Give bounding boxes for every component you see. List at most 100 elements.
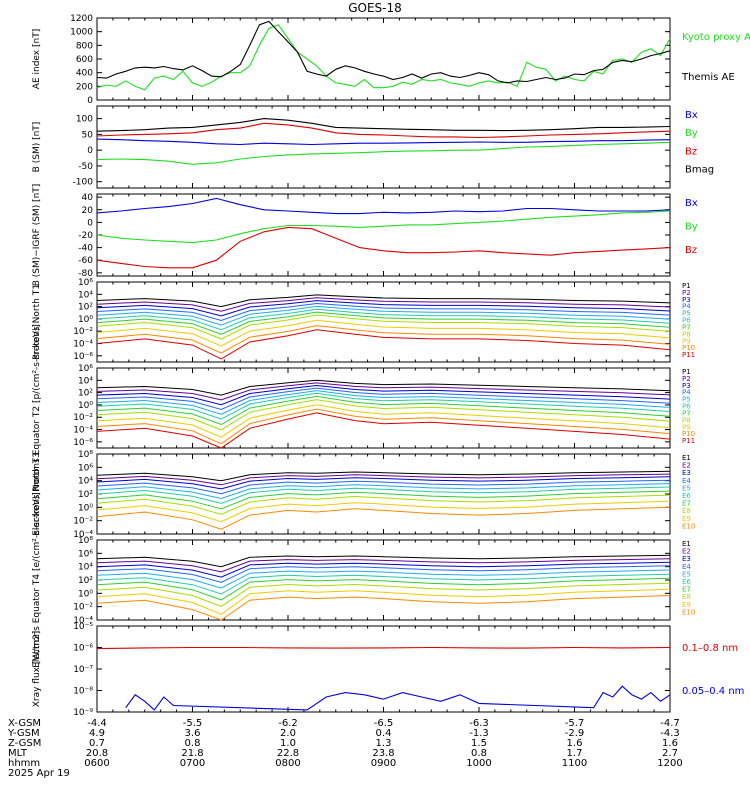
bsm-y-tick-label: -50 bbox=[78, 162, 93, 172]
electrons_t3-channel-line-7 bbox=[96, 494, 671, 515]
bsm-frame bbox=[96, 105, 671, 189]
protons_t2-channel-line-0 bbox=[96, 379, 671, 396]
electrons_t4-legend-item: E4 bbox=[682, 563, 691, 571]
ephemeris-value: -1.3 bbox=[469, 728, 489, 739]
electrons_t3-y-axis-label: Electrons North T3 bbox=[32, 452, 42, 536]
protons_t2-y-tick-label: 10⁶ bbox=[78, 364, 93, 374]
protons_t1-channel-line-7 bbox=[96, 314, 671, 340]
bsm-legend-item: By bbox=[685, 128, 698, 139]
protons_t1-channel-line-5 bbox=[96, 308, 671, 331]
ae-legend-kyoto: Kyoto proxy AE bbox=[682, 32, 750, 43]
protons_t2-channel-line-4 bbox=[96, 390, 671, 415]
electrons_t3-legend-item: E4 bbox=[682, 477, 691, 485]
electrons_t3-channel-line-5 bbox=[96, 486, 671, 504]
bigrf-y-tick-label: -20 bbox=[78, 231, 93, 241]
ae-y-tick-label: 1200 bbox=[70, 14, 93, 24]
electrons_t3-channel-line-9 bbox=[96, 506, 671, 530]
bigrf-y-tick-label: -60 bbox=[78, 256, 93, 266]
bigrf-y-axis-label: B (SM)−IGRF (SM) [nT] bbox=[32, 184, 42, 287]
electrons_t3-legend-item: E10 bbox=[682, 522, 695, 530]
protons_t1-channel-line-2 bbox=[96, 300, 671, 317]
bsm-y-tick-label: -100 bbox=[73, 178, 94, 188]
ephemeris-value: -2.9 bbox=[565, 728, 585, 739]
electrons_t3-y-tick-label: 10⁻⁴ bbox=[73, 530, 93, 540]
protons_t1-legend-item: P10 bbox=[682, 344, 695, 352]
protons_t2-legend-item: P4 bbox=[682, 389, 691, 397]
electrons_t3-channel-line-4 bbox=[96, 483, 671, 500]
electrons_t4-channel-line-4 bbox=[96, 569, 671, 589]
protons_t2-y-tick-label: 10² bbox=[78, 389, 93, 399]
electrons_t4-channel-line-7 bbox=[96, 582, 671, 607]
ae-y-tick-label: 200 bbox=[76, 82, 93, 92]
protons_t2-y-tick-label: 10⁴ bbox=[78, 376, 93, 386]
ephemeris-value: 2.7 bbox=[662, 748, 678, 759]
bigrf-legend-item: Bx bbox=[685, 198, 698, 209]
ephemeris-value: 1.0 bbox=[280, 738, 296, 749]
protons_t2-y-axis-label: Protons Equator T2 [p/(cm²-s-sr-keV)] bbox=[32, 324, 42, 492]
protons_t1-y-tick-label: 10⁶ bbox=[78, 278, 93, 288]
protons_t2-channel-line-8 bbox=[96, 404, 671, 438]
protons_t2-y-tick-label: 10⁻⁴ bbox=[73, 426, 93, 436]
xray-legend-long: 0.1–0.8 nm bbox=[682, 643, 738, 654]
ephemeris-value: 20.8 bbox=[86, 748, 108, 759]
ephemeris-value: 1.3 bbox=[376, 738, 392, 749]
ephemeris-value: 0800 bbox=[275, 758, 300, 769]
ephemeris-row-label: hhmm bbox=[8, 758, 40, 769]
electrons_t4-channel-line-2 bbox=[96, 561, 671, 578]
protons_t2-channel-line-2 bbox=[96, 384, 671, 406]
bsm-legend-item: Bmag bbox=[685, 165, 714, 176]
bsm-y-tick-label: 0 bbox=[87, 146, 93, 156]
ephemeris-value: 0.8 bbox=[471, 748, 487, 759]
bsm-y-tick-label: 100 bbox=[76, 115, 93, 125]
protons_t1-y-tick-label: 10⁰ bbox=[78, 315, 93, 325]
electrons_t3-legend-item: E5 bbox=[682, 484, 691, 492]
electrons_t3-y-tick-label: 10⁴ bbox=[78, 477, 93, 487]
protons_t1-channel-line-4 bbox=[96, 305, 671, 326]
xray-y-tick-label: 10⁻⁹ bbox=[73, 708, 93, 718]
electrons_t4-channel-line-8 bbox=[96, 588, 671, 615]
protons_t1-channel-line-10 bbox=[96, 329, 671, 360]
ephemeris-value: 0.7 bbox=[89, 738, 105, 749]
bigrf-series-line-0 bbox=[96, 197, 671, 215]
ae-y-tick-label: 600 bbox=[76, 55, 93, 65]
xray-legend-short: 0.05–0.4 nm bbox=[682, 686, 744, 697]
electrons_t4-y-tick-label: 10² bbox=[78, 576, 93, 586]
bigrf-y-tick-label: 0 bbox=[87, 218, 93, 228]
xray-y-axis-label: Xray flux [W/m2] bbox=[32, 631, 42, 708]
protons_t2-legend-item: P11 bbox=[682, 437, 695, 445]
protons_t2-channel-line-1 bbox=[96, 382, 671, 401]
protons_t1-legend-item: P9 bbox=[682, 337, 691, 345]
electrons_t3-legend-item: E7 bbox=[682, 500, 691, 508]
electrons_t4-legend-item: E8 bbox=[682, 593, 691, 601]
bigrf-y-tick-label: -80 bbox=[78, 269, 93, 279]
protons_t1-channel-line-1 bbox=[96, 297, 671, 312]
ephemeris-value: 2.0 bbox=[280, 728, 296, 739]
ephemeris-value: 4.9 bbox=[89, 728, 105, 739]
ae-y-axis-label: AE index [nT] bbox=[32, 29, 42, 89]
electrons_t4-channel-line-5 bbox=[96, 573, 671, 595]
ae-y-tick-label: 800 bbox=[76, 41, 93, 51]
electrons_t4-legend-item: E2 bbox=[682, 548, 691, 556]
electrons_t4-channel-line-6 bbox=[96, 577, 671, 601]
protons_t2-y-tick-label: 10⁻⁶ bbox=[73, 438, 93, 448]
protons_t1-legend-item: P8 bbox=[682, 330, 691, 338]
electrons_t4-channel-line-9 bbox=[96, 595, 671, 621]
bigrf-frame bbox=[96, 193, 671, 277]
bsm-series-line-2 bbox=[96, 122, 671, 139]
protons_t2-legend-item: P8 bbox=[682, 416, 691, 424]
ephemeris-row-label: MLT bbox=[8, 748, 28, 759]
electrons_t4-legend-item: E7 bbox=[682, 586, 691, 594]
xray-series-line-0 bbox=[96, 646, 671, 650]
ephemeris-row-label: X-GSM bbox=[8, 718, 41, 729]
electrons_t3-y-tick-label: 10² bbox=[78, 490, 93, 500]
ephemeris-row-label: 2025 Apr 19 bbox=[8, 768, 70, 779]
electrons_t3-channel-line-8 bbox=[96, 500, 671, 523]
protons_t1-legend-item: P1 bbox=[682, 282, 691, 290]
electrons_t3-legend-item: E8 bbox=[682, 507, 691, 515]
protons_t2-legend-item: P9 bbox=[682, 423, 691, 431]
electrons_t4-legend-item: E3 bbox=[682, 555, 691, 563]
protons_t1-channel-line-9 bbox=[96, 325, 671, 354]
ephemeris-value: -4.3 bbox=[660, 728, 680, 739]
protons_t2-channel-line-7 bbox=[96, 399, 671, 431]
